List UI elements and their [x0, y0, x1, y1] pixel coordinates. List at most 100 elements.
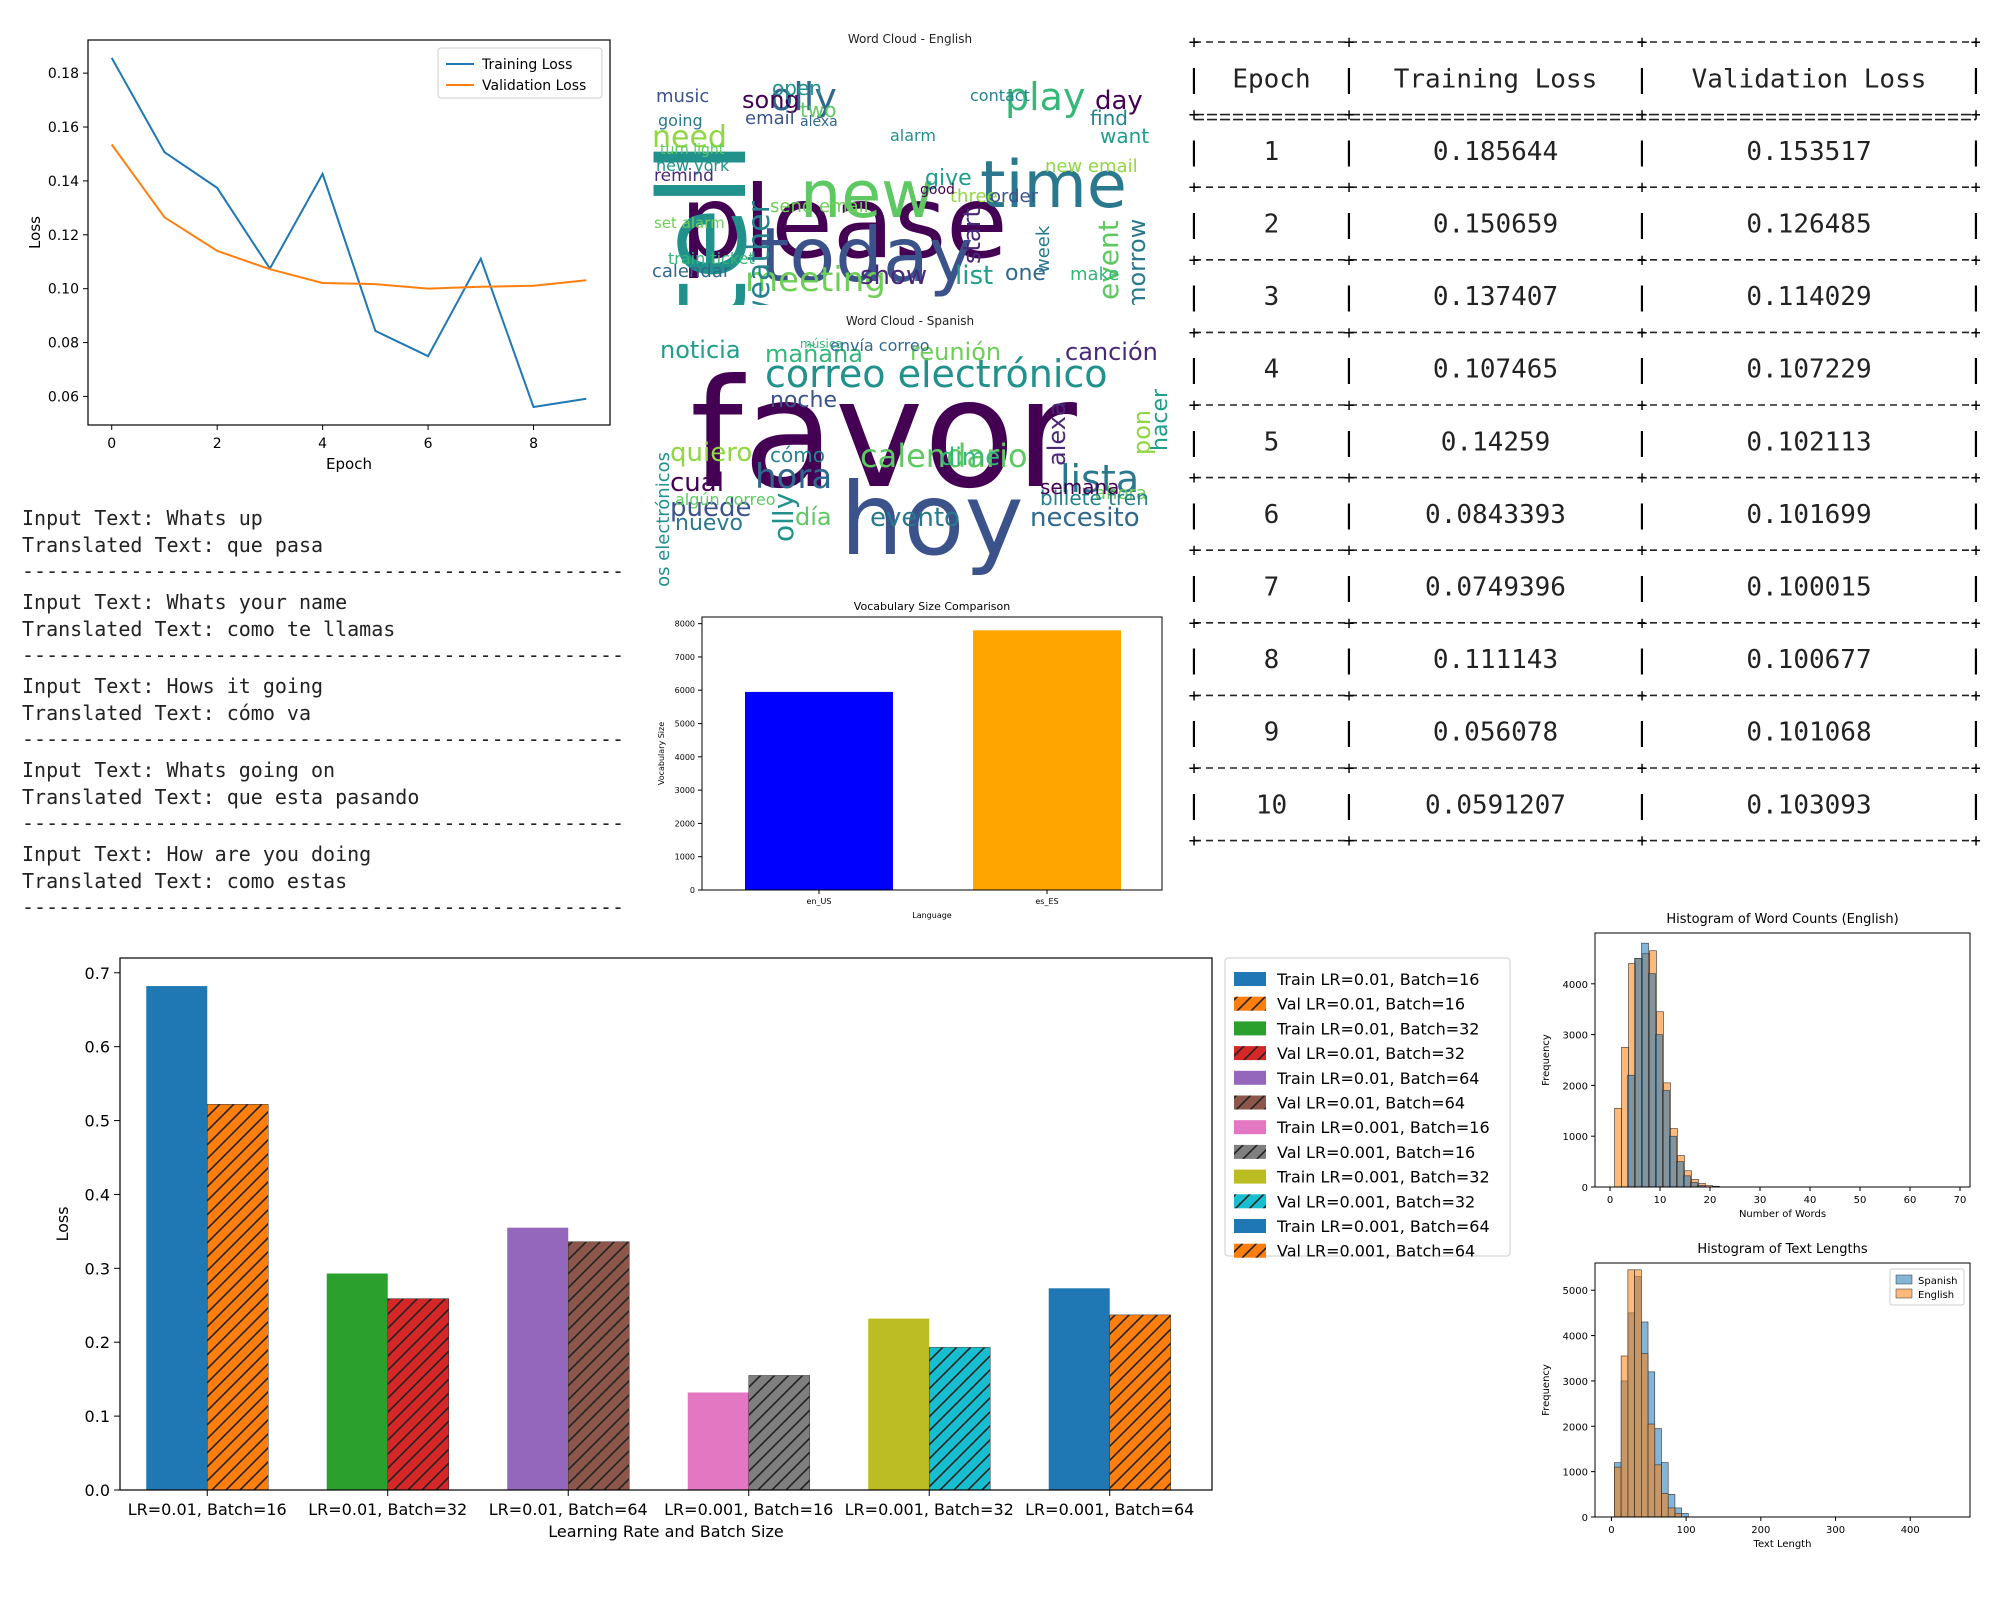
table-pipe: |	[1634, 427, 1650, 457]
wc-en-word: please	[680, 164, 1008, 281]
table-pipe: |	[1634, 718, 1650, 748]
hist-bar-english	[1614, 1107, 1622, 1188]
sample-input: Input Text: Whats going on	[22, 758, 336, 782]
vocab-size-chart-svg: Vocabulary Size Comparison 0 1000 2000 3000 4…	[657, 600, 1163, 920]
table-cell: 0.100015	[1746, 573, 1871, 603]
y-tick-label: 0	[1582, 1183, 1588, 1194]
table-plus: +	[1344, 177, 1355, 198]
x-tick-label: 30	[1754, 1195, 1767, 1206]
wc-es-word: lista	[1060, 457, 1140, 501]
x-tick-label: LR=0.001, Batch=64	[1025, 1500, 1194, 1519]
legend-swatch	[1234, 1194, 1266, 1209]
table-cell: 0.056078	[1433, 718, 1558, 748]
y-tick-label: 0.16	[48, 120, 79, 136]
y-tick-label: 2000	[1563, 1422, 1588, 1433]
wc-es-word: cuál	[670, 468, 724, 498]
sample-separator: ----------------------------------------…	[22, 727, 622, 751]
legend-box	[437, 47, 603, 99]
legend-swatch	[1234, 1243, 1266, 1258]
wc-es-word: reunión	[910, 338, 1002, 366]
hyperparam-bar-chart: 0.0 0.1 0.2 0.3 0.4 0.5 0.6 0.7 LR=0.01, Batch=1…	[20, 940, 1520, 1560]
chart-title: Histogram of Word Counts (English)	[1666, 912, 1898, 927]
hist-bar-spanish	[1655, 1034, 1663, 1188]
table-cell: 9	[1264, 718, 1280, 748]
x-axis-label: Learning Rate and Batch Size	[548, 1522, 783, 1541]
table-plus: +	[1344, 395, 1355, 416]
hist-bar-spanish	[1627, 1074, 1635, 1188]
wc-en-word: give	[925, 166, 972, 191]
table-cell: 4	[1264, 355, 1280, 385]
wc-en-word: event	[1092, 220, 1125, 300]
word-count-histogram-svg: Histogram of Word Counts (English) 0 1000 2…	[1541, 912, 1971, 1220]
sample-input: Input Text: Whats your name	[22, 590, 348, 614]
wc-en-word: olly	[770, 75, 837, 119]
hist-bar-english	[1674, 1513, 1682, 1518]
x-tick-label: 100	[1677, 1525, 1696, 1536]
table-cell: 3	[1264, 282, 1280, 312]
legend-label: English	[1918, 1290, 1954, 1301]
table-plus: +	[1189, 322, 1200, 343]
bar-val	[387, 1298, 449, 1491]
table-plus: +	[1189, 613, 1200, 634]
table-pipe: |	[1341, 573, 1357, 603]
wc-es-word: puede	[670, 493, 752, 523]
table-pipe: |	[1968, 282, 1980, 312]
sample-translation: Translated Text: como estas	[22, 869, 348, 893]
legend-swatch	[1234, 1144, 1266, 1159]
x-tick-label: LR=0.01, Batch=32	[308, 1500, 467, 1519]
table-cell: 0.101068	[1746, 718, 1871, 748]
table-plus: +	[1344, 685, 1355, 706]
table-pipe: |	[1634, 500, 1650, 530]
y-tick-label: 5000	[675, 720, 695, 729]
word-count-histogram: Histogram of Word Counts (English) 0 1000 2…	[1535, 905, 1980, 1235]
wc-en-word: music	[656, 86, 710, 107]
wc-en-word: find	[1090, 106, 1128, 130]
hist-bar-english	[1620, 1355, 1629, 1518]
y-tick-label: 0.2	[85, 1333, 110, 1352]
legend-swatch	[1895, 1274, 1913, 1285]
hist-bar-spanish	[1634, 958, 1642, 1188]
loss-table: + + + + + + + + + + + + + + + + + + + + + + + + + + + + + + + + + + + + + + + +…	[1180, 30, 1984, 870]
legend-label: Train LR=0.01, Batch=32	[1276, 1019, 1479, 1038]
legend-swatch	[1234, 1169, 1266, 1184]
table-plus: +	[1344, 540, 1355, 561]
x-tick-label: 40	[1804, 1195, 1817, 1206]
table-pipe: |	[1968, 64, 1980, 94]
x-tick-label: 200	[1751, 1525, 1770, 1536]
wc-en-word: start	[958, 208, 986, 264]
table-pipe: |	[1341, 500, 1357, 530]
wc-en-word: show	[860, 261, 928, 291]
table-plus: +	[1189, 395, 1200, 416]
y-tick-label: 1000	[675, 853, 695, 862]
wc-en-word: order	[990, 186, 1038, 207]
wc-en-word: play	[1005, 75, 1086, 119]
legend-label: Training Loss	[481, 57, 572, 73]
bar-val	[567, 1241, 630, 1491]
table-cell: 10	[1256, 790, 1287, 820]
table-pipe: |	[1341, 282, 1357, 312]
x-tick-label: 300	[1826, 1525, 1845, 1536]
table-pipe: |	[1186, 282, 1202, 312]
table-plus: +	[1189, 250, 1200, 271]
wc-es-word: día	[795, 503, 832, 531]
table-pipe: |	[1968, 210, 1980, 240]
wc-en-word: send email	[770, 196, 869, 217]
y-tick-label: 0.10	[48, 282, 79, 298]
legend-swatch	[1234, 1070, 1266, 1085]
bar-en_US	[745, 691, 893, 890]
table-pipe: |	[1968, 790, 1980, 820]
x-tick-label: 60	[1904, 1195, 1917, 1206]
y-tick-label: 0.14	[48, 174, 79, 190]
table-pipe: |	[1341, 137, 1357, 167]
table-plus: +	[1344, 758, 1355, 779]
legend-swatch	[1234, 1219, 1266, 1233]
table-pipe: |	[1634, 64, 1650, 94]
table-pipe: |	[1968, 573, 1980, 603]
wc-en-word: good	[920, 182, 955, 198]
y-tick-label: 1000	[1563, 1468, 1588, 1479]
bar-train	[326, 1273, 388, 1490]
legend-label: Train LR=0.001, Batch=32	[1276, 1168, 1490, 1187]
table-cell: 1	[1264, 137, 1280, 167]
table-cell: 0.107229	[1746, 355, 1871, 385]
table-cell: 0.14259	[1441, 427, 1551, 457]
